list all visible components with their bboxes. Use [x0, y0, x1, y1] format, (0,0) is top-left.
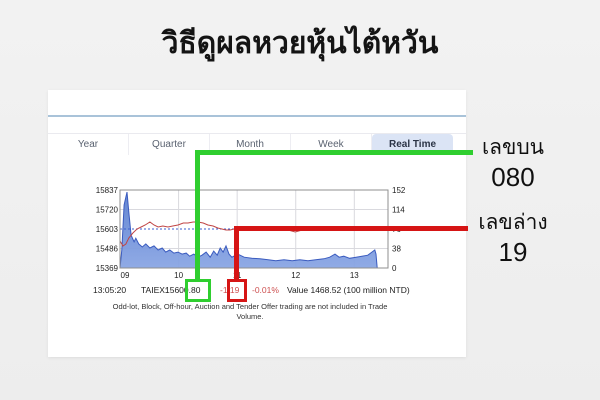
- quote-time: 13:05:20: [93, 285, 127, 295]
- tab-month[interactable]: Month: [210, 134, 291, 155]
- page-title: วิธีดูผลหวยหุ้นไต้หวัน: [161, 27, 439, 60]
- top-number-label: เลขบน: [481, 136, 545, 159]
- stock-widget-card: Year Quarter Month Week Real Time 13:05:…: [48, 90, 466, 357]
- index-name: TAIEX:: [141, 285, 168, 295]
- top-number-value: 080: [491, 162, 535, 192]
- green-connector-horizontal: [195, 150, 473, 155]
- disclaimer-note: Odd-lot, Block, Off-hour, Auction and Te…: [48, 302, 466, 322]
- tab-quarter[interactable]: Quarter: [129, 134, 210, 155]
- top-number-annotation: เลขบน 080: [474, 136, 552, 191]
- bottom-number-annotation: เลขล่าง 19: [474, 211, 552, 266]
- disclaimer-line2: Volume.: [236, 312, 264, 321]
- bottom-number-label: เลขล่าง: [478, 211, 548, 234]
- disclaimer-line1: Odd-lot, Block, Off-hour, Auction and Te…: [112, 302, 388, 311]
- trade-value: Value 1468.52 (100 million NTD): [287, 285, 410, 295]
- card-top-rule: [48, 115, 466, 117]
- green-highlight-box-top-number: [185, 279, 211, 302]
- timeframe-tabs: Year Quarter Month Week Real Time: [48, 133, 466, 155]
- bottom-number-value: 19: [498, 237, 528, 267]
- index-change-percent: -0.01%: [252, 285, 279, 295]
- tab-year[interactable]: Year: [48, 134, 129, 155]
- green-connector-vertical: [195, 150, 200, 279]
- red-highlight-box-bottom-number: [227, 279, 247, 302]
- tab-real-time[interactable]: Real Time: [372, 134, 453, 155]
- index-value: 15600.80: [165, 285, 201, 295]
- red-connector-horizontal: [234, 226, 468, 231]
- tab-week[interactable]: Week: [291, 134, 372, 155]
- red-connector-vertical: [234, 226, 239, 279]
